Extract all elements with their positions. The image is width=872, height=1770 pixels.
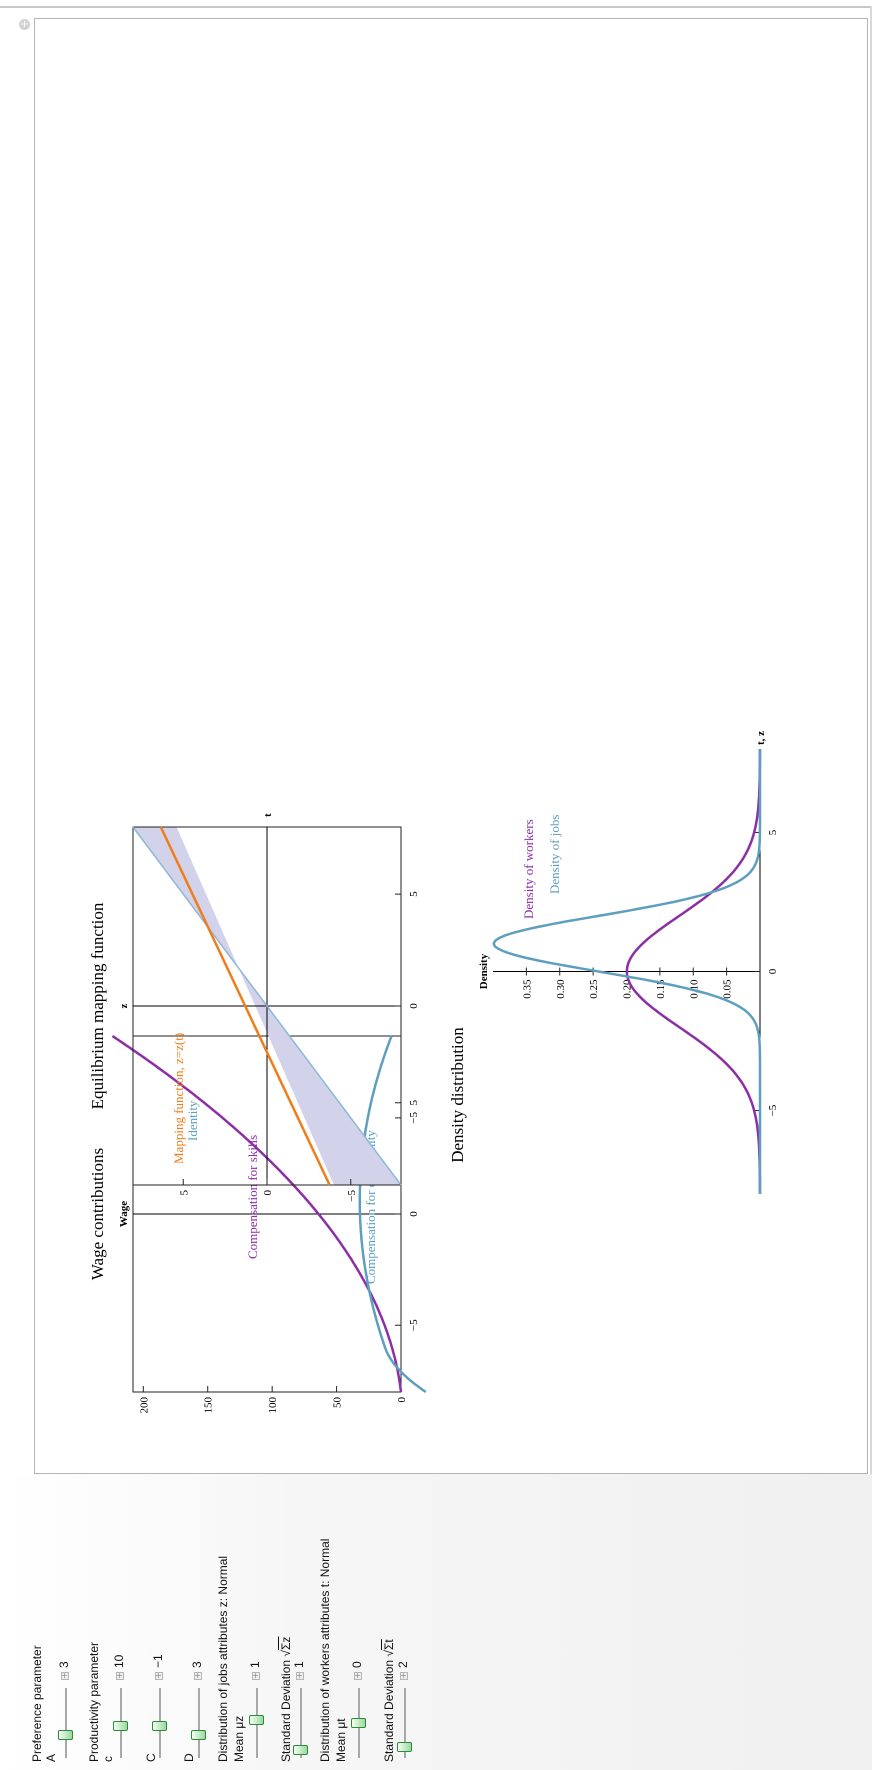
slider-thumb[interactable] <box>191 1730 206 1740</box>
slider-label-C: C <box>144 1753 158 1762</box>
y-axis-label: Density <box>478 953 490 989</box>
x-tick-label: 0 <box>408 1003 420 1009</box>
expand-plus-icon[interactable]: + <box>399 1672 408 1680</box>
slider-thumb[interactable] <box>351 1718 366 1728</box>
y-tick-label: 200 <box>138 1397 150 1414</box>
plot-title: Equilibrium mapping function <box>88 902 107 1109</box>
sd-t-text: Standard Deviation <box>382 1659 396 1762</box>
y-tick-label: 0.05 <box>722 979 734 999</box>
x-axis-label: t <box>262 813 274 817</box>
window-top-edge <box>0 6 872 8</box>
sd-t-symbol: Σt <box>382 1639 396 1650</box>
wage-contributions-plot: Wage contributions Wage−505050100150200Co… <box>88 1034 427 1414</box>
series-workers-line <box>625 748 762 1195</box>
slider-thumb[interactable] <box>397 1742 412 1752</box>
slider-value: 1 <box>248 1661 262 1668</box>
slider-label-c: c <box>101 1756 115 1762</box>
controls-panel <box>0 1474 872 1770</box>
sd-t-label: Standard Deviation √Σt <box>382 1639 396 1762</box>
slider-label-A: A <box>44 1753 58 1762</box>
series-skills-line <box>111 1034 403 1393</box>
close-icon[interactable]: + <box>19 19 30 30</box>
slider-label-D: D <box>182 1753 196 1762</box>
slider-thumb[interactable] <box>249 1715 264 1725</box>
series-label-mapping: Mapping function, z=z(t) <box>171 1033 186 1164</box>
series-label-jobs: Density of jobs <box>547 815 562 894</box>
series-jobs-line <box>492 749 762 1194</box>
x-tick-label: 5 <box>408 891 420 897</box>
expand-plus-icon[interactable]: + <box>60 1672 69 1680</box>
series-label-identity: Identity <box>185 1100 200 1141</box>
series-disamenity-line <box>358 1035 427 1394</box>
slider-value: 2 <box>396 1661 410 1668</box>
plot-title: Wage contributions <box>88 1148 107 1280</box>
slider-track[interactable] <box>65 1688 67 1758</box>
workers-heading: Distribution of workers attributes t: No… <box>318 1538 332 1762</box>
jobs-heading: Distribution of jobs attributes z: Norma… <box>216 1555 230 1762</box>
pref-heading: Preference parameter <box>30 1645 44 1762</box>
density-distribution-plot: Density distribution Density t, z −5 0 5 0.05 0… <box>448 731 779 1195</box>
slider-value: 3 <box>57 1661 71 1668</box>
slider-value: −1 <box>151 1654 165 1668</box>
equilibrium-mapping-plot: Equilibrium mapping function z t −5 −5 0 0 5 5 Ma… <box>88 813 420 1202</box>
y-tick-label: 0.35 <box>521 979 533 999</box>
y-axis-label: Wage <box>118 1201 130 1227</box>
sd-z-label: Standard Deviation √Σz <box>279 1637 293 1762</box>
sd-z-text: Standard Deviation <box>279 1659 293 1762</box>
y-tick-label: 0 <box>396 1397 408 1403</box>
plot-title: Density distribution <box>448 1027 467 1163</box>
y-tick-label: 0.30 <box>555 979 567 999</box>
slider-thumb[interactable] <box>152 1721 167 1731</box>
x-tick-label: 5 <box>408 1100 420 1106</box>
x-axis-label: t, z <box>755 731 767 745</box>
slider-track[interactable] <box>198 1688 200 1758</box>
sd-z-symbol: Σz <box>279 1636 293 1650</box>
expand-plus-icon[interactable]: + <box>251 1672 260 1680</box>
plots-svg: Wage contributions Wage−505050100150200Co… <box>88 731 779 1414</box>
x-tick-label: −5 <box>767 1104 779 1116</box>
slider-thumb[interactable] <box>113 1721 128 1731</box>
y-tick-label: 150 <box>203 1397 215 1414</box>
slider-label-mu-t: Mean μt <box>334 1718 348 1762</box>
controls-layer: Preference parameter A +3 Productivity p… <box>0 1474 500 1770</box>
slider-value: 3 <box>190 1661 204 1668</box>
x-tick-label: −5 <box>408 1319 420 1331</box>
y-tick-label: 0 <box>262 1190 274 1196</box>
expand-plus-icon[interactable]: + <box>353 1672 362 1680</box>
slider-value: 10 <box>112 1654 126 1668</box>
y-tick-label: −5 <box>346 1190 358 1202</box>
expand-plus-icon[interactable]: + <box>295 1672 304 1680</box>
series-mapping-line <box>159 826 331 1186</box>
y-axis-label: z <box>118 1003 130 1008</box>
plots-layer: Wage contributions Wage −5 0 5 0 50 100 150 200 Co… <box>35 19 872 1459</box>
slider-thumb[interactable] <box>58 1730 73 1740</box>
y-tick-label: 100 <box>267 1397 279 1414</box>
slider-value: 1 <box>292 1661 306 1668</box>
slider-value: 0 <box>350 1661 364 1668</box>
slider-label-mu-z: Mean μz <box>232 1715 246 1762</box>
series-label-skills: Compensation for skills <box>245 1135 260 1259</box>
expand-plus-icon[interactable]: + <box>193 1672 202 1680</box>
y-tick-label: 0.25 <box>588 979 600 999</box>
x-tick-label: 5 <box>767 829 779 835</box>
x-tick-label: −5 <box>408 1112 420 1124</box>
output-panel: Wage contributions Wage −5 0 5 0 50 100 150 200 Co… <box>34 18 868 1474</box>
y-tick-label: 0.10 <box>688 979 700 999</box>
window-right-edge <box>870 6 872 1770</box>
slider-thumb[interactable] <box>293 1745 308 1755</box>
series-identity-line <box>132 826 402 1186</box>
series-label-workers: Density of workers <box>521 819 536 919</box>
expand-plus-icon[interactable]: + <box>115 1672 124 1680</box>
prod-heading: Productivity parameter <box>87 1641 101 1762</box>
sqrt-icon: √ <box>382 1649 396 1657</box>
expand-plus-icon[interactable]: + <box>154 1672 163 1680</box>
sqrt-icon: √ <box>279 1649 293 1657</box>
x-tick-label: 0 <box>408 1211 420 1217</box>
x-tick-label: 0 <box>767 968 779 974</box>
y-tick-label: 50 <box>332 1397 344 1409</box>
y-tick-label: 5 <box>178 1190 190 1196</box>
